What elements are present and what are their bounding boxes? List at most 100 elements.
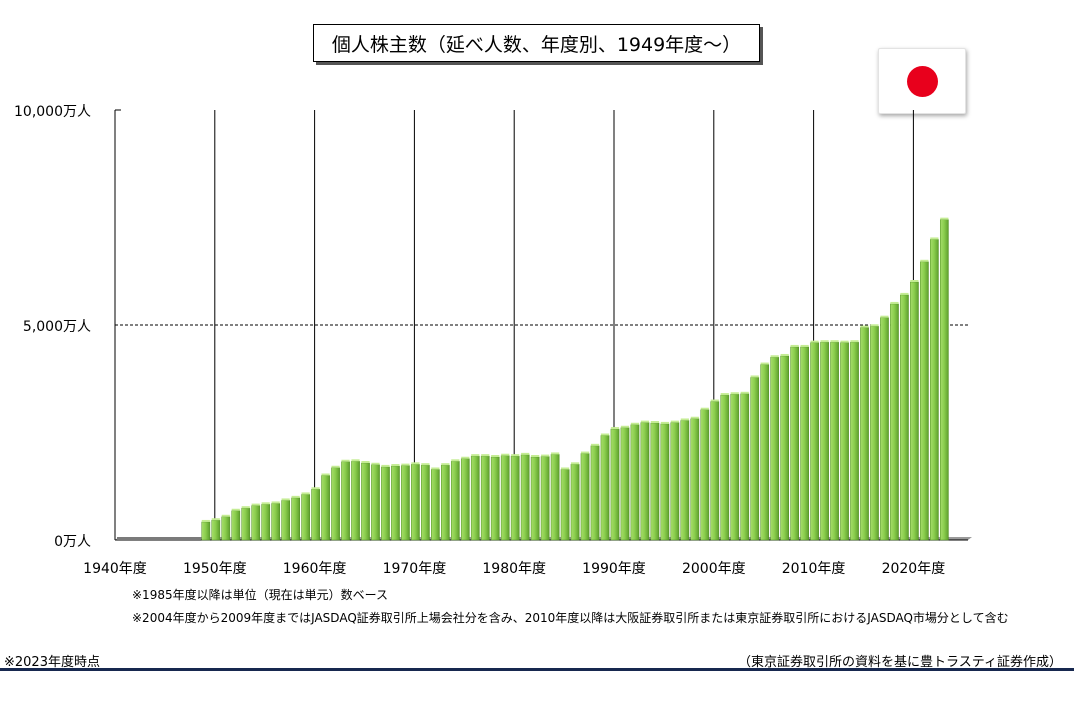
- bar-1965: [361, 462, 370, 541]
- bar-top-2004: [750, 375, 759, 378]
- x-tick-label: 1970年度: [383, 561, 447, 577]
- bar-top-1990: [610, 427, 620, 430]
- bar-1983: [540, 456, 550, 541]
- bar-top-1984: [551, 452, 560, 455]
- bar-top-1981: [521, 452, 530, 455]
- bar-1999: [700, 409, 710, 541]
- bar-top-2023: [940, 217, 949, 220]
- bar-top-1966: [371, 462, 380, 465]
- bar-2000: [710, 401, 720, 541]
- y-tick-label: 0万人: [54, 534, 91, 550]
- footer-rule: [0, 668, 1074, 671]
- x-tick-label: 1950年度: [183, 561, 247, 577]
- bar-1984: [550, 454, 560, 541]
- bar-top-1977: [481, 454, 490, 457]
- y-tick-label: 10,000万人: [14, 104, 91, 120]
- bar-top-1993: [640, 420, 650, 423]
- bar-1971: [421, 464, 430, 541]
- bar-top-1956: [271, 501, 280, 504]
- bar-1982: [530, 456, 540, 541]
- bar-1950: [211, 519, 221, 541]
- bar-2008: [790, 346, 799, 541]
- bar-2009: [800, 346, 809, 541]
- x-tick-label: 1940年度: [83, 561, 147, 577]
- footer-date-note: ※2023年度時点: [4, 655, 100, 670]
- bar-1956: [271, 503, 281, 541]
- bar-2010: [810, 342, 819, 541]
- bar-top-1958: [291, 495, 300, 498]
- bar-top-1991: [620, 425, 630, 428]
- bar-1967: [381, 466, 390, 541]
- bar-1974: [450, 461, 460, 541]
- bar-top-1972: [431, 467, 440, 470]
- bar-top-2007: [780, 353, 789, 356]
- chart-title: 個人株主数（延べ人数、年度別、1949年度～）: [313, 24, 760, 62]
- x-tick-label: 1990年度: [582, 561, 646, 577]
- y-tick-label: 5,000万人: [23, 319, 91, 335]
- x-tick-label: 1980年度: [482, 561, 546, 577]
- bar-2014: [850, 341, 859, 541]
- note-2: ※2004年度から2009年度まではJASDAQ証券取引所上場会社分を含み、20…: [132, 611, 1009, 625]
- footer-source: （東京証券取引所の資料を基に豊トラスティ証券作成）: [738, 655, 1062, 670]
- bar-1963: [341, 461, 350, 541]
- bar-2005: [760, 364, 770, 541]
- bar-top-1999: [700, 407, 709, 410]
- x-tick-label: 2000年度: [682, 561, 746, 577]
- bar-top-2021: [920, 259, 929, 262]
- bar-1962: [331, 467, 340, 541]
- bar-1988: [590, 445, 600, 541]
- bar-2011: [820, 341, 829, 541]
- bar-top-2009: [800, 344, 809, 347]
- bar-top-1973: [441, 463, 450, 466]
- bar-top-1955: [261, 502, 270, 505]
- bar-1972: [431, 469, 440, 541]
- bar-top-1968: [391, 464, 400, 467]
- bar-top-2012: [830, 340, 839, 343]
- note-1: ※1985年度以降は単位（現在は単元）数ベース: [132, 588, 388, 602]
- bar-top-1967: [381, 464, 390, 467]
- bar-2020: [910, 281, 919, 541]
- bar-1976: [470, 455, 480, 541]
- bar-1991: [620, 427, 630, 541]
- bar-1975: [460, 458, 470, 541]
- bar-top-1949: [201, 519, 210, 522]
- bar-2006: [770, 357, 780, 541]
- bar-layer: [117, 217, 949, 541]
- bar-1964: [351, 461, 360, 541]
- bar-1952: [231, 510, 241, 541]
- bar-2012: [830, 341, 839, 541]
- bar-top-1995: [660, 421, 669, 424]
- bar-1990: [610, 428, 620, 541]
- bar-top-1986: [570, 462, 580, 465]
- bar-2016: [870, 326, 879, 541]
- bar-1994: [650, 422, 660, 541]
- bar-top-1959: [301, 492, 310, 495]
- bar-top-2018: [890, 301, 899, 304]
- bar-chart: 0万人 5,000万人 10,000万人 1940年度 1950年度 1960年度 1970…: [14, 104, 972, 577]
- bar-top-2008: [790, 344, 799, 347]
- axis-layer: 0万人 5,000万人 10,000万人 1940年度 1950年度 1960年度 1970…: [14, 104, 945, 577]
- bar-1968: [391, 465, 400, 541]
- bar-top-1961: [321, 473, 330, 476]
- x-tick-label: 1960年度: [283, 561, 347, 577]
- bar-top-1969: [401, 463, 410, 466]
- bar-top-2000: [710, 399, 719, 402]
- bar-2017: [880, 317, 889, 541]
- bar-top-1954: [251, 503, 260, 506]
- bar-2002: [730, 393, 740, 541]
- bar-top-1994: [650, 421, 660, 424]
- bar-1953: [241, 507, 251, 541]
- bar-1969: [401, 465, 410, 541]
- bar-top-1997: [680, 418, 689, 421]
- bar-2003: [740, 393, 750, 541]
- x-tick-label: 2010年度: [782, 561, 846, 577]
- bar-top-1962: [331, 465, 340, 468]
- bar-top-1983: [541, 454, 550, 457]
- bar-2019: [900, 294, 909, 541]
- bar-top-1965: [361, 461, 370, 464]
- bar-top-1971: [421, 463, 430, 466]
- bar-top-2016: [870, 324, 879, 327]
- bar-top-1976: [471, 454, 480, 457]
- bar-1955: [261, 504, 271, 541]
- bar-top-2001: [720, 393, 729, 396]
